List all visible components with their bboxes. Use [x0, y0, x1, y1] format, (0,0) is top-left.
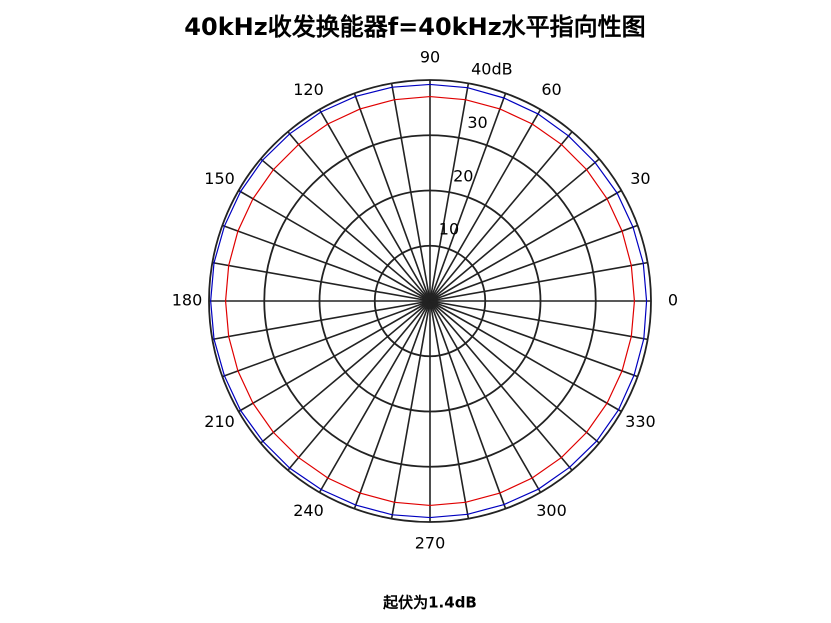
- ring: [208, 79, 652, 523]
- angle-tick-label: 210: [204, 412, 235, 431]
- angle-tick-label: 90: [420, 48, 440, 67]
- angle-tick-label: 300: [536, 501, 567, 520]
- radial-tick-label: 10: [439, 220, 459, 239]
- angle-tick-label: 120: [293, 80, 324, 99]
- ring: [263, 134, 597, 468]
- angle-tick-label: 180: [172, 291, 203, 310]
- angle-tick-label: 60: [541, 80, 561, 99]
- angle-tick-label: 150: [204, 169, 235, 188]
- ring: [318, 189, 542, 413]
- radial-tick-label: 40dB: [471, 60, 513, 79]
- radial-tick-label: 20: [453, 166, 473, 185]
- series-line: [210, 83, 648, 519]
- angle-tick-label: 240: [293, 501, 324, 520]
- series-line: [224, 95, 636, 507]
- angle-tick-label: 30: [630, 169, 650, 188]
- radial-tick-label: 30: [467, 113, 487, 132]
- ring: [373, 244, 487, 358]
- chart-title: 40kHz收发换能器f=40kHz水平指向性图: [184, 13, 645, 41]
- footnote: 起伏为1.4dB: [382, 594, 477, 612]
- angle-tick-label: 0: [668, 291, 678, 310]
- angle-tick-label: 330: [625, 412, 656, 431]
- angle-tick-label: 270: [415, 534, 446, 553]
